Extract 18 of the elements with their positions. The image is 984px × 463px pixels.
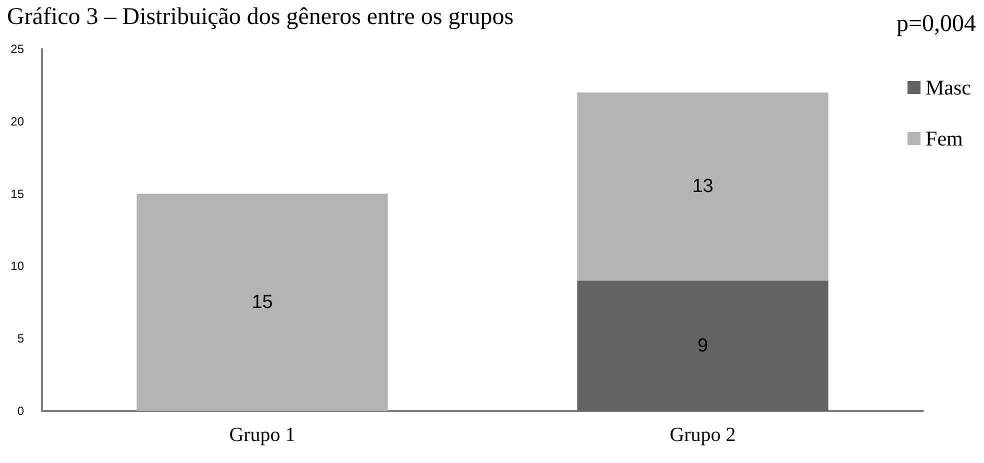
chart-title: Gráfico 3 – Distribuição dos gêneros entre os grupos [7, 4, 514, 30]
data-label: 15 [252, 292, 273, 313]
y-tick-label: 5 [17, 332, 24, 346]
text: p=0,004 [896, 11, 976, 37]
legend-label: Fem [926, 126, 963, 150]
legend-label: Masc [926, 76, 972, 100]
data-label: 13 [692, 176, 714, 198]
y-tick-label: 0 [17, 404, 24, 418]
y-tick-label: 25 [10, 42, 24, 56]
bar [577, 280, 828, 411]
y-tick-label: 15 [10, 186, 24, 201]
y-tick-label: 10 [10, 259, 24, 274]
y-tick-label: 20 [10, 114, 24, 128]
x-tick-label: Grupo 2 [670, 424, 736, 446]
x-tick-label: Grupo 1 [229, 424, 296, 446]
bar [577, 92, 828, 281]
data-label: 9 [697, 335, 708, 356]
bar [136, 194, 388, 411]
